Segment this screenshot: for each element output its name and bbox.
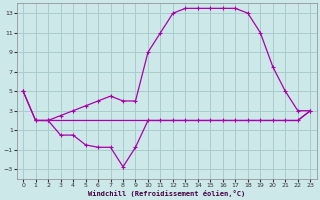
X-axis label: Windchill (Refroidissement éolien,°C): Windchill (Refroidissement éolien,°C) bbox=[88, 190, 245, 197]
